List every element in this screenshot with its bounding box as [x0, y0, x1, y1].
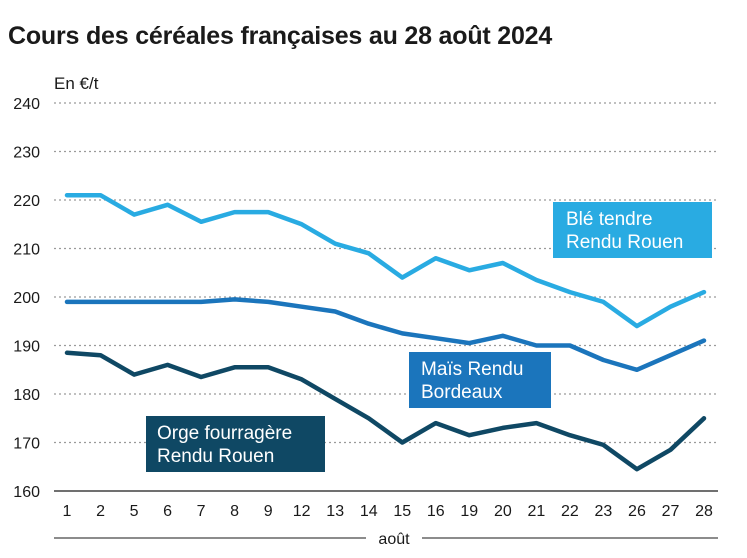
series-label-line: Maïs Rendu	[421, 359, 523, 380]
y-tick-label: 200	[13, 290, 40, 307]
y-tick-label: 160	[13, 484, 40, 501]
y-tick-label: 220	[13, 193, 40, 210]
y-tick-label: 180	[13, 387, 40, 404]
x-tick-label: 1	[63, 503, 72, 520]
y-tick-label: 230	[13, 145, 40, 162]
series-line-2	[64, 297, 707, 373]
x-tick-label: 23	[595, 503, 613, 520]
y-tick-label: 170	[13, 436, 40, 453]
series-line-3	[64, 350, 707, 472]
x-axis-label: août	[378, 531, 410, 548]
x-tick-label: 2	[96, 503, 105, 520]
series-label-line: Orge fourragère	[157, 423, 292, 444]
series-line-1	[64, 192, 707, 329]
x-tick-label: 22	[561, 503, 579, 520]
x-tick-label: 15	[393, 503, 411, 520]
x-tick-label: 8	[230, 503, 239, 520]
x-tick-label: 19	[460, 503, 478, 520]
x-tick-label: 27	[662, 503, 680, 520]
x-tick-label: 12	[293, 503, 311, 520]
y-tick-label: 210	[13, 242, 40, 259]
y-tick-label: 240	[13, 96, 40, 113]
y-axis-unit-label: En €/t	[54, 74, 99, 93]
x-tick-label: 7	[197, 503, 206, 520]
x-axis-label-group: août	[54, 531, 718, 548]
x-tick-label: 20	[494, 503, 512, 520]
x-tick-label: 21	[527, 503, 545, 520]
chart-title: Cours des céréales françaises au 28 août…	[8, 22, 553, 50]
y-tick-label: 190	[13, 339, 40, 356]
x-tick-label: 5	[130, 503, 139, 520]
series-label-box	[409, 352, 551, 408]
series-lines	[64, 192, 707, 472]
series-label-line: Blé tendre	[566, 209, 653, 230]
series-label-line: Bordeaux	[421, 382, 503, 403]
series-label-line: Rendu Rouen	[157, 446, 274, 467]
x-tick-label: 13	[326, 503, 344, 520]
x-tick-label: 28	[695, 503, 713, 520]
x-tick-label: 16	[427, 503, 445, 520]
x-axis-ticks: 1 2 5 6 7 8 9 12 13 14 15 16 19 20 21 22 23 26 27 28	[63, 503, 713, 520]
x-tick-label: 14	[360, 503, 378, 520]
series-label-box	[553, 202, 712, 258]
series-label-box	[146, 416, 325, 472]
x-tick-label: 6	[163, 503, 172, 520]
series-label-line: Rendu Rouen	[566, 232, 683, 253]
x-tick-label: 9	[264, 503, 273, 520]
x-tick-label: 26	[628, 503, 646, 520]
y-axis-ticks: 160 170 180 190 200 210 220 230 240	[13, 96, 40, 501]
